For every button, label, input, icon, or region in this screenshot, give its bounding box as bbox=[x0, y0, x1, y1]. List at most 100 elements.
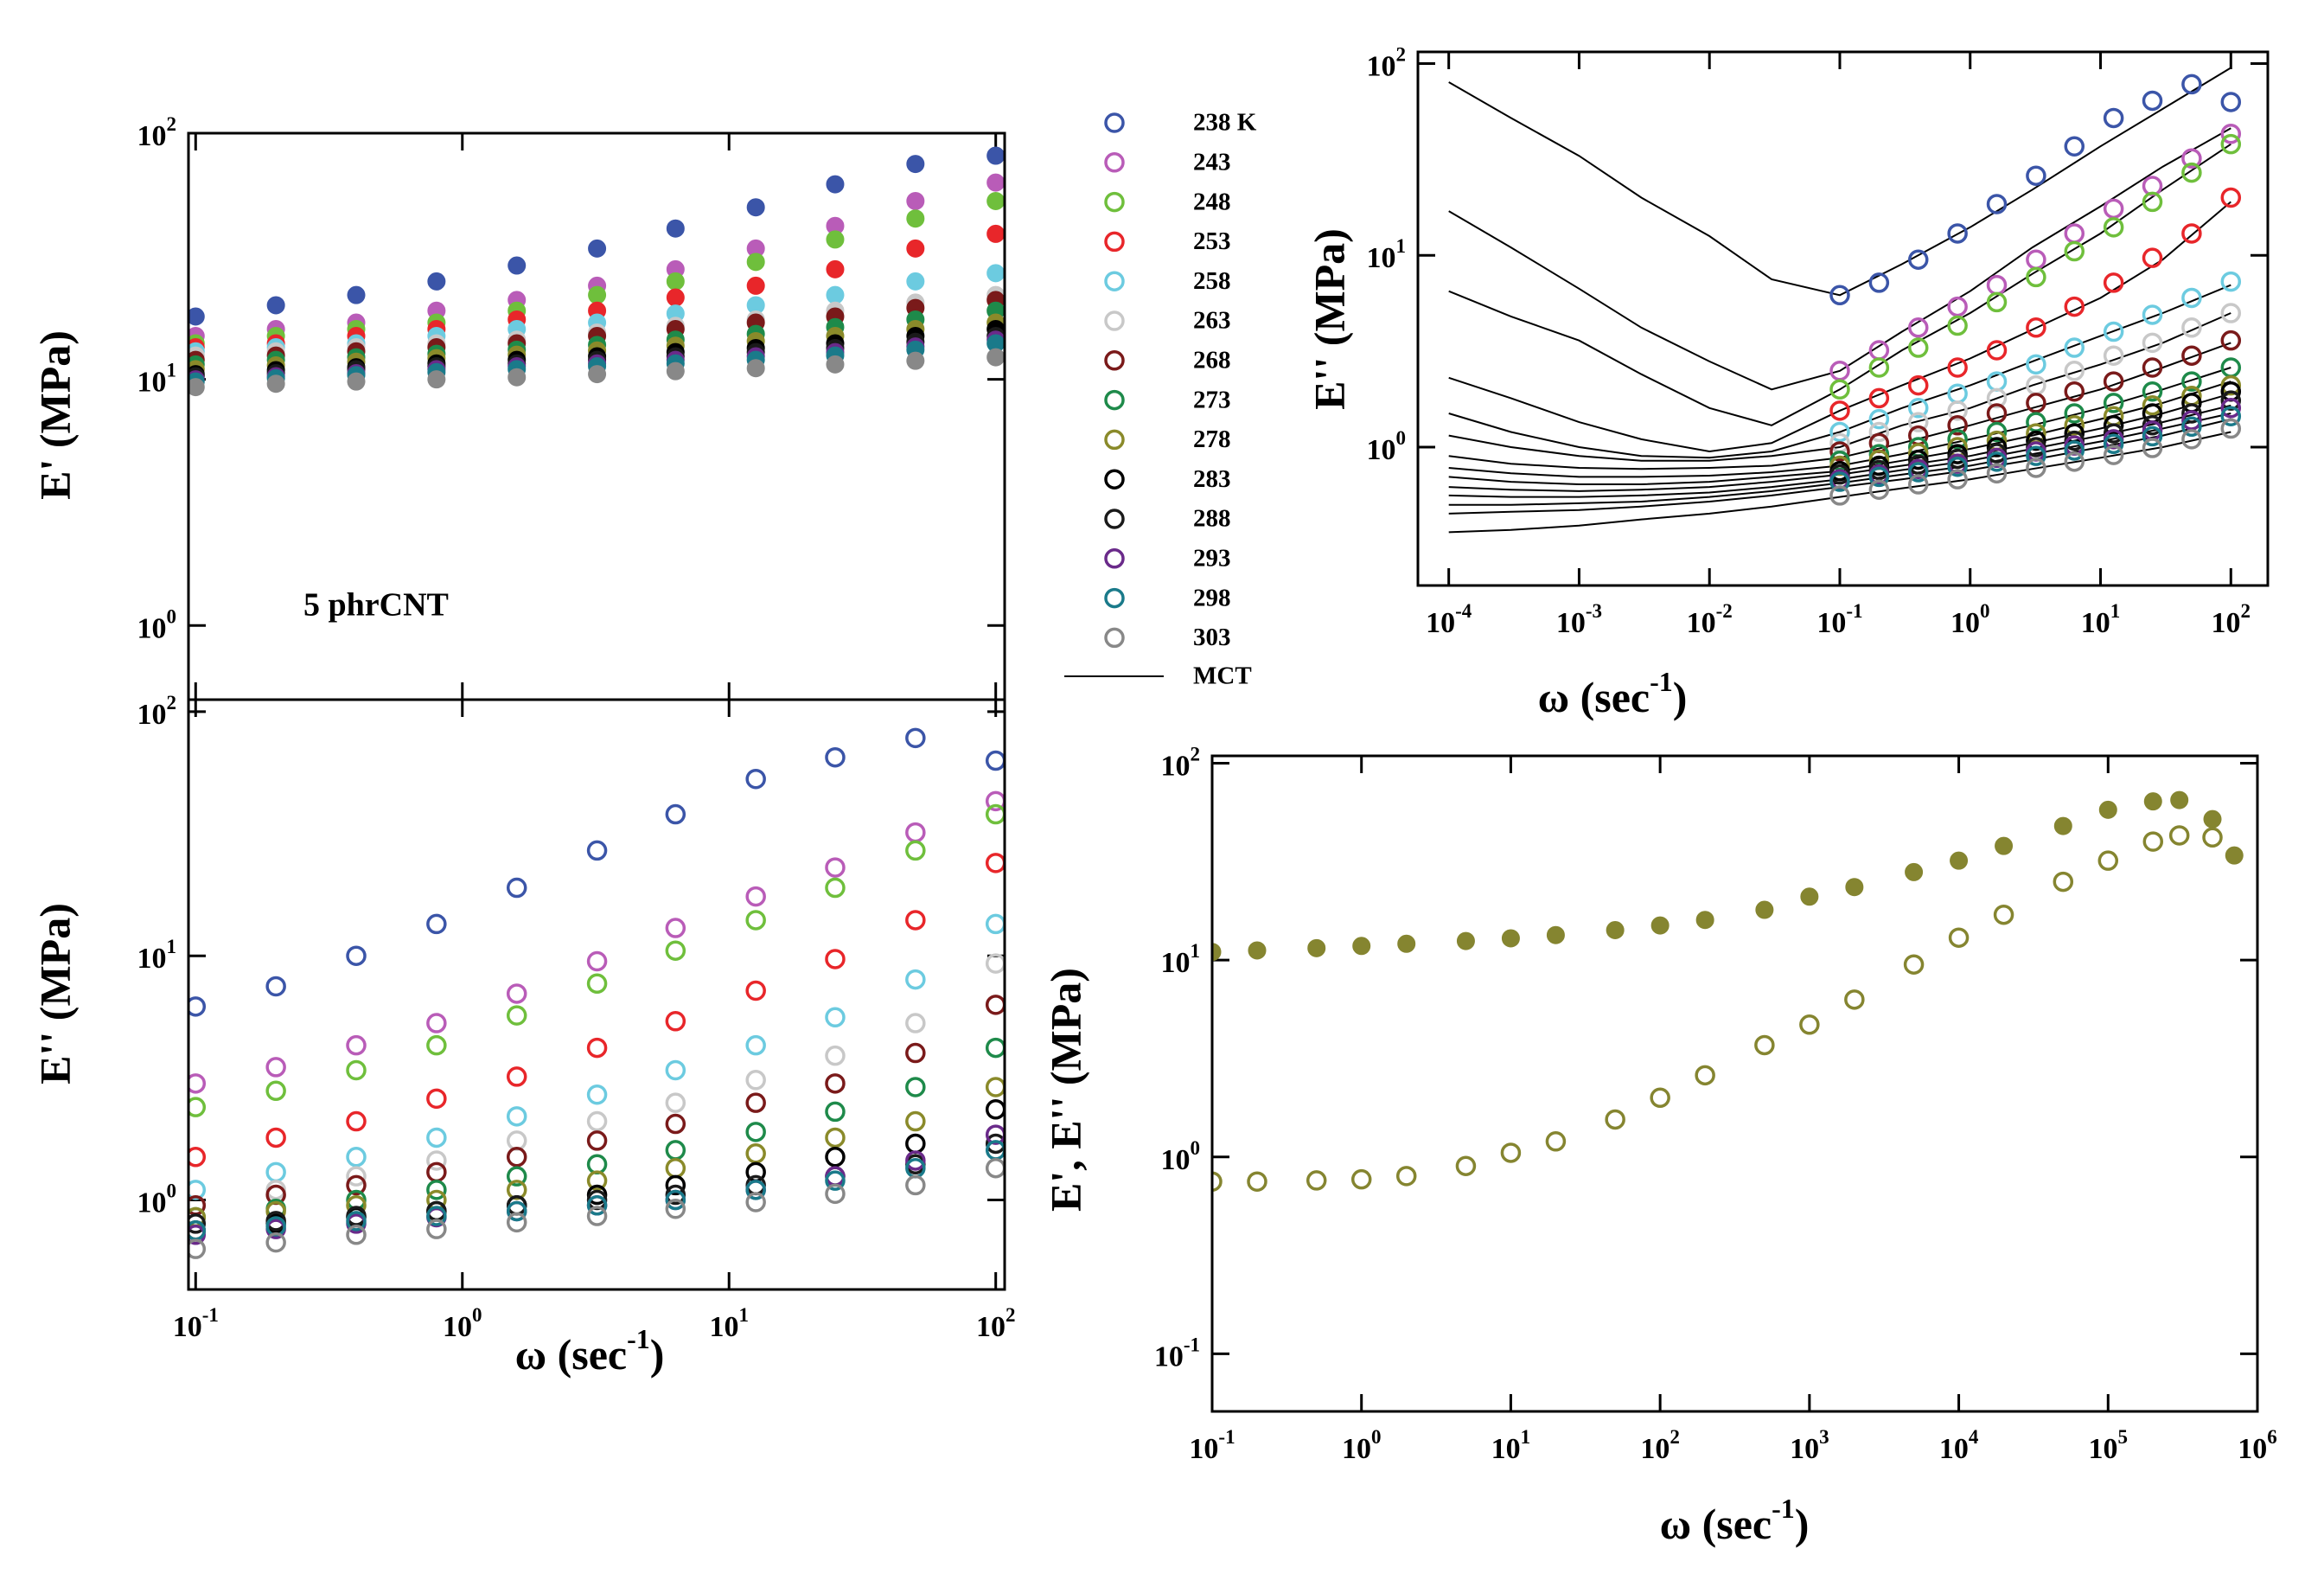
x-tick-label-exp: 0 bbox=[1371, 1426, 1382, 1448]
legend-marker bbox=[1104, 112, 1125, 133]
data-point bbox=[1947, 315, 1968, 336]
data-point bbox=[1306, 1170, 1327, 1191]
legend-marker bbox=[1104, 271, 1125, 291]
data-point bbox=[508, 256, 527, 275]
data-point bbox=[825, 1007, 846, 1028]
data-point bbox=[427, 272, 446, 291]
legend-marker bbox=[1104, 389, 1125, 411]
data-point bbox=[905, 1150, 926, 1171]
data-point bbox=[1907, 412, 1929, 432]
data-point bbox=[665, 803, 686, 825]
data-point bbox=[2026, 317, 2046, 338]
data-point bbox=[1845, 878, 1864, 897]
x-tick-label-exp: -3 bbox=[1586, 600, 1602, 622]
data-point bbox=[665, 1113, 686, 1135]
data-point bbox=[1868, 408, 1890, 430]
data-point bbox=[265, 1232, 286, 1253]
data-point bbox=[506, 1130, 527, 1151]
data-point bbox=[2098, 800, 2117, 819]
data-point bbox=[586, 840, 608, 861]
y-tick-label-base: 10 bbox=[1161, 1144, 1191, 1176]
x-tick-label-exp: 3 bbox=[1819, 1426, 1829, 1448]
data-point bbox=[825, 1101, 846, 1123]
data-point bbox=[506, 1147, 527, 1168]
data-point bbox=[426, 1161, 447, 1183]
data-point bbox=[426, 1206, 447, 1226]
x-tick-label-base: 10 bbox=[1640, 1433, 1670, 1465]
data-point bbox=[1755, 900, 1774, 919]
x-tick-label-exp: -2 bbox=[1716, 600, 1733, 622]
data-point bbox=[2064, 296, 2085, 317]
data-point bbox=[586, 1154, 608, 1175]
data-point bbox=[1986, 463, 2008, 484]
data-point bbox=[906, 209, 925, 228]
data-point bbox=[905, 1110, 926, 1132]
data-point bbox=[586, 1130, 608, 1151]
data-point bbox=[745, 1092, 766, 1113]
x-tick-label-base: 10 bbox=[1939, 1433, 1969, 1465]
data-point bbox=[188, 1097, 207, 1117]
data-point bbox=[2026, 249, 2046, 270]
data-point bbox=[1829, 485, 1850, 506]
x-tick-label-exp: 2 bbox=[1006, 1304, 1016, 1326]
data-point bbox=[506, 983, 527, 1004]
data-point bbox=[985, 750, 1005, 771]
x-tick-label: 103 bbox=[1790, 1426, 1829, 1465]
legend-marker bbox=[1104, 350, 1125, 371]
plot-area bbox=[188, 146, 1005, 397]
data-point bbox=[2103, 433, 2124, 455]
data-point bbox=[188, 378, 205, 397]
data-point bbox=[905, 822, 926, 843]
data-point bbox=[1903, 954, 1925, 975]
data-point bbox=[746, 359, 765, 378]
data-point bbox=[1650, 916, 1670, 935]
data-point bbox=[506, 1212, 527, 1233]
data-point bbox=[586, 950, 608, 972]
data-point bbox=[2026, 430, 2046, 451]
x-tick-label-base: 10 bbox=[976, 1311, 1006, 1343]
data-point bbox=[2064, 361, 2085, 381]
data-point bbox=[745, 980, 766, 1001]
data-point bbox=[588, 239, 607, 258]
x-tick-label-exp: 5 bbox=[2118, 1426, 2129, 1448]
data-point bbox=[1395, 1166, 1417, 1187]
data-point bbox=[586, 973, 608, 995]
x-tick-label: 10-1 bbox=[173, 1304, 219, 1343]
x-tick-label-base: 10 bbox=[2212, 607, 2241, 639]
data-point bbox=[1247, 1171, 1267, 1192]
data-point bbox=[2202, 827, 2223, 848]
y-tick-label-exp: 2 bbox=[167, 113, 177, 135]
legend-label: 303 bbox=[1193, 624, 1231, 651]
legend-label: 248 bbox=[1193, 188, 1231, 215]
y-tick-label: 101 bbox=[137, 360, 177, 399]
fit-curve bbox=[1448, 201, 2231, 453]
legend-label: MCT bbox=[1193, 662, 1252, 690]
x-tick-label-exp: 1 bbox=[2110, 600, 2121, 622]
data-point bbox=[825, 1073, 846, 1094]
x-tick-label-base: 10 bbox=[1687, 607, 1716, 639]
data-point bbox=[1606, 920, 1625, 939]
x-tick-label: 100 bbox=[1342, 1426, 1382, 1465]
data-point bbox=[1907, 337, 1929, 358]
data-point bbox=[1947, 357, 1968, 378]
fit-curve bbox=[1448, 67, 2231, 297]
data-point bbox=[2064, 415, 2085, 436]
data-point bbox=[2103, 393, 2124, 413]
data-point bbox=[188, 1073, 207, 1094]
data-point bbox=[1397, 934, 1416, 953]
x-tick-label: 106 bbox=[2238, 1426, 2277, 1465]
data-point bbox=[2220, 187, 2242, 208]
data-point bbox=[1500, 1142, 1522, 1163]
data-point bbox=[2220, 133, 2242, 155]
data-point bbox=[265, 1080, 286, 1102]
data-point bbox=[588, 285, 607, 304]
data-point bbox=[2181, 345, 2202, 366]
data-point bbox=[588, 365, 607, 384]
data-point bbox=[906, 191, 925, 210]
data-point bbox=[2220, 124, 2242, 144]
data-point bbox=[2181, 287, 2202, 309]
data-point bbox=[1993, 904, 2014, 925]
data-point bbox=[1695, 1065, 1715, 1086]
data-point bbox=[2103, 445, 2124, 465]
